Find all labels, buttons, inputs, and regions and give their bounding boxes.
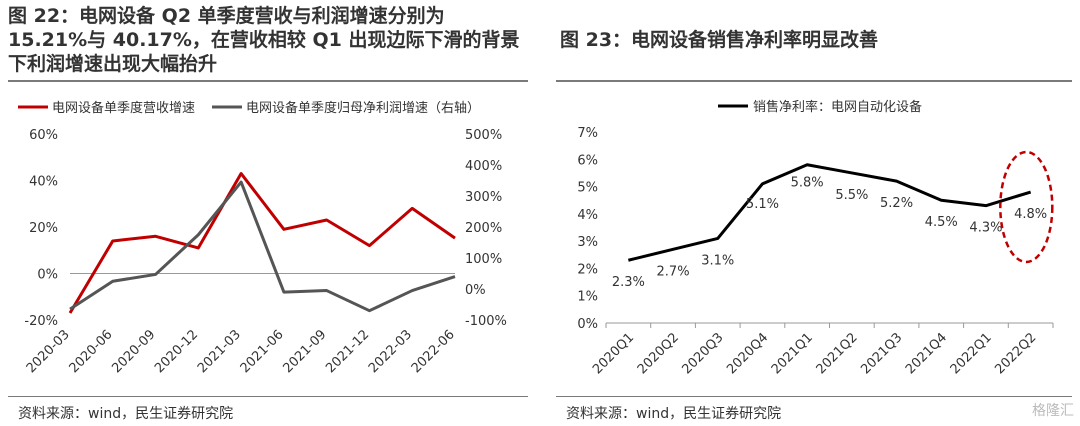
legend-label-net-margin: 销售净利率：电网自动化设备	[753, 99, 922, 115]
net-margin-data-label: 5.1%	[746, 197, 779, 212]
right-chart-x-tick-label: 2020Q2	[635, 330, 682, 377]
left-title-rule	[8, 80, 528, 82]
net-margin-data-label: 3.1%	[701, 253, 734, 268]
left-source-note: 资料来源：wind，民生证券研究院	[18, 406, 234, 422]
net-margin-data-label: 2.7%	[657, 264, 690, 279]
left-y-tick-label: 20%	[29, 221, 58, 236]
right-chart: 0% 1% 2% 3% 4% 5% 6% 7% 2020Q12020Q22020Q32020Q4…	[577, 99, 1054, 377]
right-chart-y-tick-label: 2%	[577, 262, 598, 277]
left-x-tick-label: 2021-09	[280, 327, 329, 376]
right-chart-x-tick-label: 2022Q1	[948, 330, 995, 377]
right-y-tick-label: 0%	[465, 283, 486, 298]
right-chart-x-tick-label: 2021Q4	[903, 330, 950, 377]
right-chart-x-tick-label: 2021Q1	[769, 330, 816, 377]
right-y-tick-label: 200%	[465, 221, 502, 236]
net-margin-data-label: 5.8%	[791, 176, 824, 191]
net-margin-data-label: 5.2%	[880, 196, 913, 211]
right-chart-x-tick-label: 2021Q2	[814, 330, 861, 377]
right-y-tick-label: 500%	[465, 128, 502, 143]
right-chart-x-tick-label: 2020Q1	[590, 330, 637, 377]
left-figure-title: 图 22：电网设备 Q2 单季度营收与利润增速分别为 15.21%与 40.17…	[8, 5, 520, 75]
left-x-tick-label: 2022-03	[366, 327, 415, 376]
right-y-tick-label: 100%	[465, 252, 502, 267]
left-x-tick-label: 2021-12	[323, 327, 372, 376]
right-chart-y-tick-label: 7%	[577, 126, 598, 141]
right-title-rule	[556, 80, 1072, 82]
net-margin-data-label: 4.3%	[969, 221, 1002, 236]
net-margin-data-label: 5.5%	[835, 188, 868, 203]
revenue-growth-line	[68, 172, 456, 314]
watermark-logo: 格隆汇	[1032, 403, 1074, 419]
net-margin-data-label: 4.5%	[925, 215, 958, 230]
left-x-tick-label: 2021-06	[238, 327, 287, 376]
right-chart-y-tick-label: 1%	[577, 290, 598, 305]
left-x-tick-label: 2020-09	[109, 327, 158, 376]
net-margin-line	[627, 163, 1032, 262]
left-y-tick-label: 0%	[37, 268, 58, 283]
legend-label-revenue: 电网设备单季度营收增速	[52, 100, 195, 116]
left-figure-panel: 图 22：电网设备 Q2 单季度营收与利润增速分别为 15.21%与 40.17…	[0, 0, 530, 426]
net-margin-data-label: 4.8%	[1014, 207, 1047, 222]
right-chart-x-tick-label: 2020Q4	[724, 330, 771, 377]
right-chart-y-tick-label: 0%	[577, 317, 598, 332]
left-chart: -20% 0% 20% 40% 60% -100% 0% 100% 200% 300% 400% 50…	[18, 100, 507, 376]
right-y-tick-label: 300%	[465, 190, 502, 205]
right-chart-y-tick-label: 5%	[577, 181, 598, 196]
legend-label-profit: 电网设备单季度归母净利润增速（右轴）	[246, 100, 480, 116]
left-x-tick-label: 2020-12	[152, 327, 201, 376]
left-y-tick-label: 40%	[29, 175, 58, 190]
right-chart-x-tick-label: 2020Q3	[679, 330, 726, 377]
right-y-tick-label: 400%	[465, 159, 502, 174]
right-chart-y-tick-label: 4%	[577, 208, 598, 223]
profit-growth-line	[69, 180, 456, 313]
right-y-tick-label: -100%	[465, 314, 507, 329]
left-x-tick-label: 2020-06	[67, 327, 116, 376]
right-figure-panel: 图 23：电网设备销售净利率明显改善 0% 1% 2% 3% 4% 5% 6% 7% 2020Q…	[548, 0, 1080, 426]
left-y-tick-label: 60%	[29, 128, 58, 143]
left-y-tick-label: -20%	[24, 314, 58, 329]
left-source-rule	[8, 396, 528, 397]
right-chart-y-tick-label: 3%	[577, 235, 598, 250]
right-source-note: 资料来源：wind，民生证券研究院	[566, 406, 782, 422]
left-x-tick-label: 2022-06	[409, 327, 458, 376]
right-chart-y-tick-label: 6%	[577, 153, 598, 168]
left-x-tick-label: 2020-03	[24, 327, 73, 376]
right-source-rule	[556, 396, 1072, 397]
net-margin-data-label: 2.3%	[612, 275, 645, 290]
right-figure-title: 图 23：电网设备销售净利率明显改善	[560, 29, 879, 51]
right-chart-x-tick-label: 2021Q3	[858, 330, 905, 377]
left-x-tick-label: 2021-03	[195, 327, 244, 376]
right-chart-x-tick-label: 2022Q2	[992, 330, 1039, 377]
highlight-ellipse	[999, 150, 1054, 264]
